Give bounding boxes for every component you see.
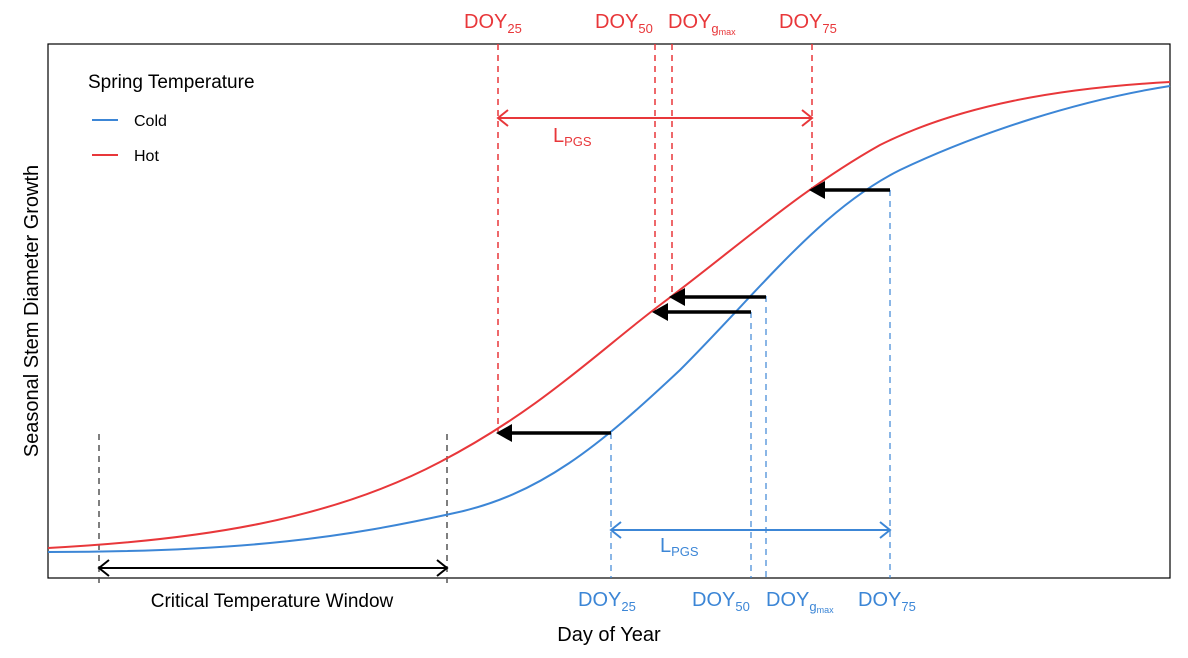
window-label: Critical Temperature Window [151,591,394,612]
legend-title: Spring Temperature [88,72,255,93]
hot-marker-lines [497,44,813,432]
shift-arrow-doy50-head [652,303,668,321]
cold-marker-lines [610,190,891,578]
window-arrow [97,559,449,577]
plot-frame [47,43,1171,579]
hot-doy75-label: DOY75 [779,11,837,36]
hot-curve [47,81,1171,549]
cold-doygmax-label: DOYgmax [766,589,834,615]
cold-doy75-label: DOY75 [858,589,916,614]
legend-label-hot: Hot [134,148,159,165]
shift-arrow-doy75-head [809,181,825,199]
hot-lpgs-arrow [496,109,814,127]
cold-lpgs-label: LPGS [660,535,699,559]
hot-doygmax-label: DOYgmax [668,11,736,37]
cold-doy25-label: DOY25 [578,589,636,614]
y-axis-title: Seasonal Stem Diameter Growth [21,165,43,457]
shift-arrow-doy25-head [496,424,512,442]
cold-curve [47,85,1171,553]
x-axis-title: Day of Year [557,624,661,646]
window-lines [98,434,448,585]
shift-arrow-doygmax-head [669,288,685,306]
cold-doy50-label: DOY50 [692,589,750,614]
cold-lpgs-arrow [609,521,892,539]
hot-doy50-label: DOY50 [595,11,653,36]
hot-lpgs-label: LPGS [553,125,592,149]
shift-arrows [496,181,890,442]
legend-label-cold: Cold [134,113,167,130]
hot-doy25-label: DOY25 [464,11,522,36]
legend: Spring Temperature Cold Hot [88,72,255,165]
